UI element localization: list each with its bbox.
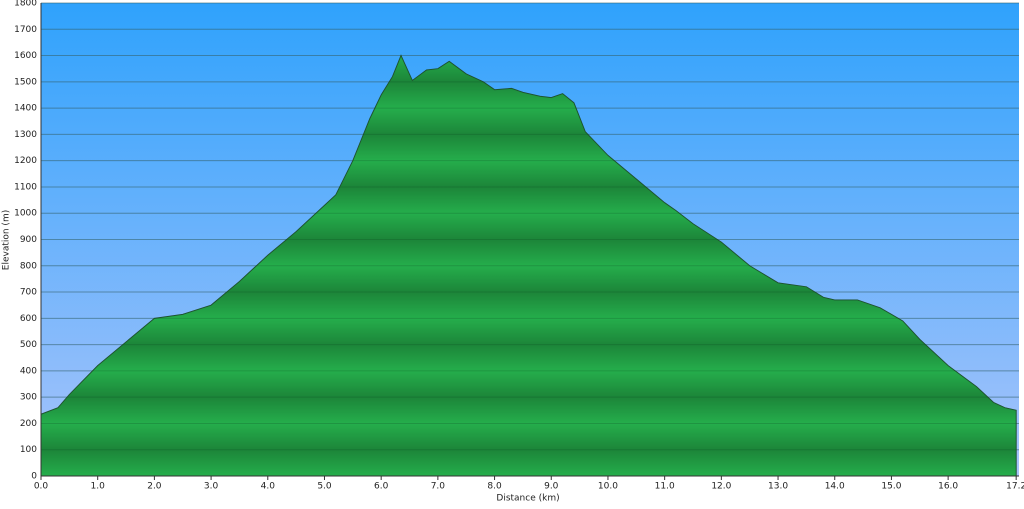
y-tick-label: 300 [20, 393, 37, 403]
elevation-tint [41, 55, 1017, 477]
x-tick-label: 6.0 [374, 482, 389, 492]
y-tick-label: 400 [20, 366, 37, 376]
y-tick-label: 1100 [14, 182, 37, 192]
x-tick-label: 5.0 [317, 482, 332, 492]
x-axis-label: Distance (km) [496, 494, 559, 504]
x-tick-label: 9.0 [544, 482, 559, 492]
y-tick-label: 500 [20, 340, 37, 350]
y-tick-label: 1700 [14, 25, 37, 35]
x-tick-label: 13.0 [768, 482, 788, 492]
y-tick-label: 1400 [14, 104, 37, 114]
y-tick-label: 800 [20, 261, 37, 271]
x-tick-label: 7.0 [431, 482, 446, 492]
y-tick-label: 100 [20, 445, 37, 455]
x-tick-label: 17.2 [1006, 482, 1024, 492]
x-tick-label: 11.0 [655, 482, 675, 492]
x-tick-label: 0.0 [34, 482, 49, 492]
y-tick-label: 1800 [14, 0, 37, 9]
y-tick-label: 600 [20, 314, 37, 324]
x-tick-label: 16.0 [938, 482, 958, 492]
y-tick-label: 1200 [14, 156, 37, 166]
x-tick-label: 10.0 [598, 482, 618, 492]
x-tick-label: 12.0 [711, 482, 731, 492]
y-tick-label: 200 [20, 419, 37, 429]
x-tick-label: 2.0 [147, 482, 162, 492]
y-tick-label: 1600 [14, 51, 37, 61]
x-tick-label: 3.0 [204, 482, 219, 492]
y-tick-label: 700 [20, 288, 37, 298]
x-tick-label: 1.0 [91, 482, 106, 492]
y-tick-label: 1500 [14, 77, 37, 87]
y-tick-label: 1000 [14, 209, 37, 219]
x-tick-label: 4.0 [261, 482, 276, 492]
elevation-area [40, 54, 1017, 477]
x-tick-label: 8.0 [487, 482, 502, 492]
y-tick-label: 900 [20, 235, 37, 245]
y-axis-label: Elevation (m) [2, 210, 12, 270]
x-tick-label: 14.0 [825, 482, 845, 492]
x-tick-label: 15.0 [881, 482, 901, 492]
y-tick-label: 0 [31, 472, 37, 482]
y-tick-label: 1300 [14, 130, 37, 140]
